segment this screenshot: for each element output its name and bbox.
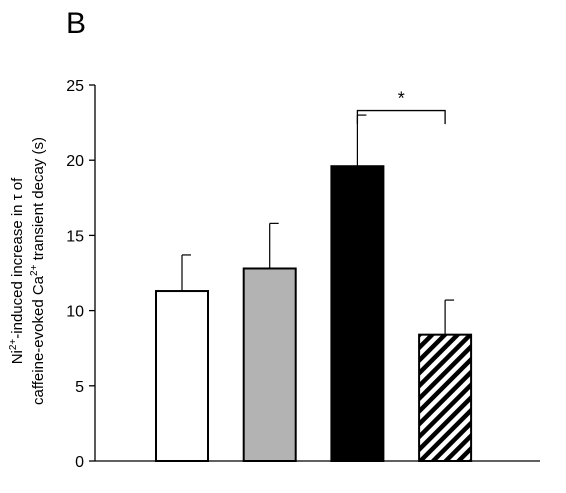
significance-star: * <box>398 89 405 109</box>
y-axis-label-line-2-sup: 2+ <box>29 264 40 276</box>
bars <box>155 114 473 462</box>
y-axis-label-line-1-post: -induced increase in τ of <box>9 177 26 339</box>
significance-bracket: * <box>356 89 446 125</box>
y-tick-label: 10 <box>66 304 84 321</box>
y-axis-label-line-2-post: transient decay (s) <box>30 137 47 265</box>
bar <box>330 165 385 462</box>
y-tick-label: 20 <box>66 153 84 170</box>
y-tick-label: 5 <box>75 379 84 396</box>
y-tick-label: 25 <box>66 78 84 95</box>
y-tick-label: 0 <box>75 454 84 471</box>
bar <box>418 333 473 462</box>
y-axis-label-line-1-pre: Ni <box>9 350 26 364</box>
panel-label: B <box>66 7 86 40</box>
bracket-line <box>356 109 446 125</box>
y-tick-label: 15 <box>66 228 84 245</box>
y-axis-label-line-2-pre: caffeine-evoked Ca <box>30 275 47 405</box>
bar <box>155 290 209 462</box>
y-axis: 0 5 10 15 20 25 <box>66 78 96 471</box>
y-axis-label-line-1-sup: 2+ <box>8 339 19 351</box>
y-axis-label-line-1: Ni2+-induced increase in τ of <box>8 177 26 364</box>
bar <box>242 267 297 462</box>
y-axis-label-line-2: caffeine-evoked Ca2+ transient decay (s) <box>29 137 47 405</box>
